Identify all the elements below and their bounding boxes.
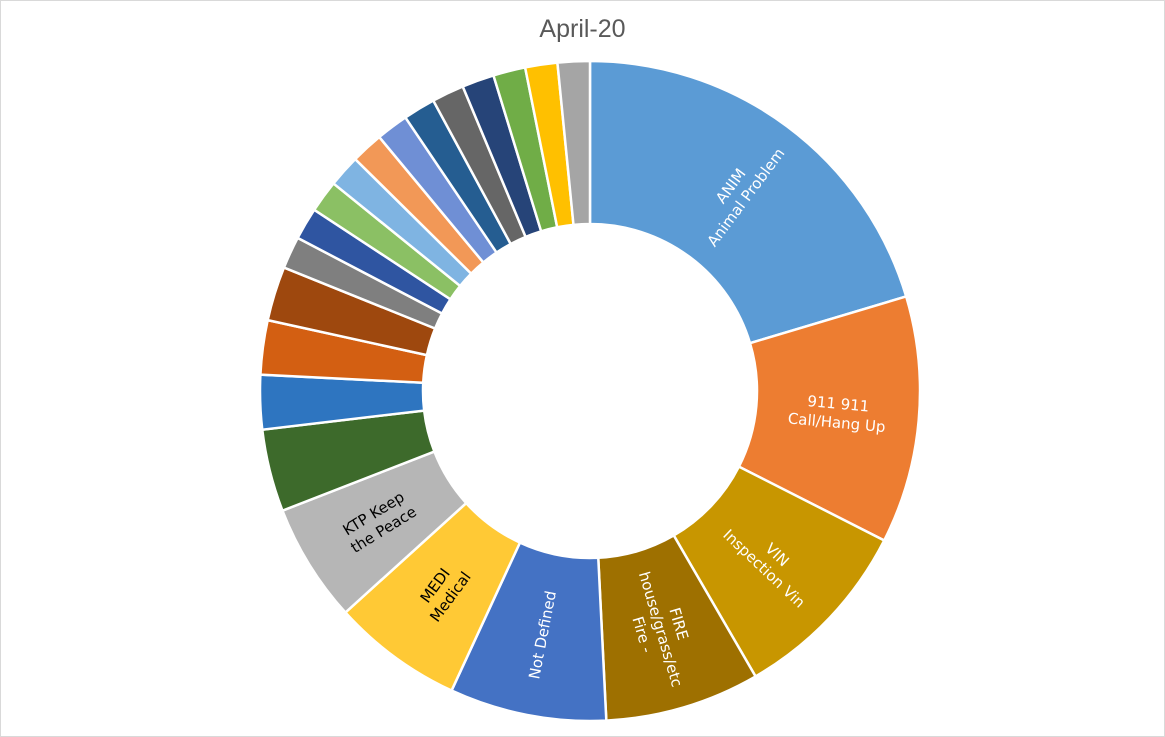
donut-slice-22 [556,59,592,227]
donut-slice-1 [737,294,922,543]
donut-slice-0 [588,59,908,345]
donut-slices [258,59,922,723]
slice-label-line: 911 911 [807,392,870,415]
chart-title: April-20 [539,15,626,43]
